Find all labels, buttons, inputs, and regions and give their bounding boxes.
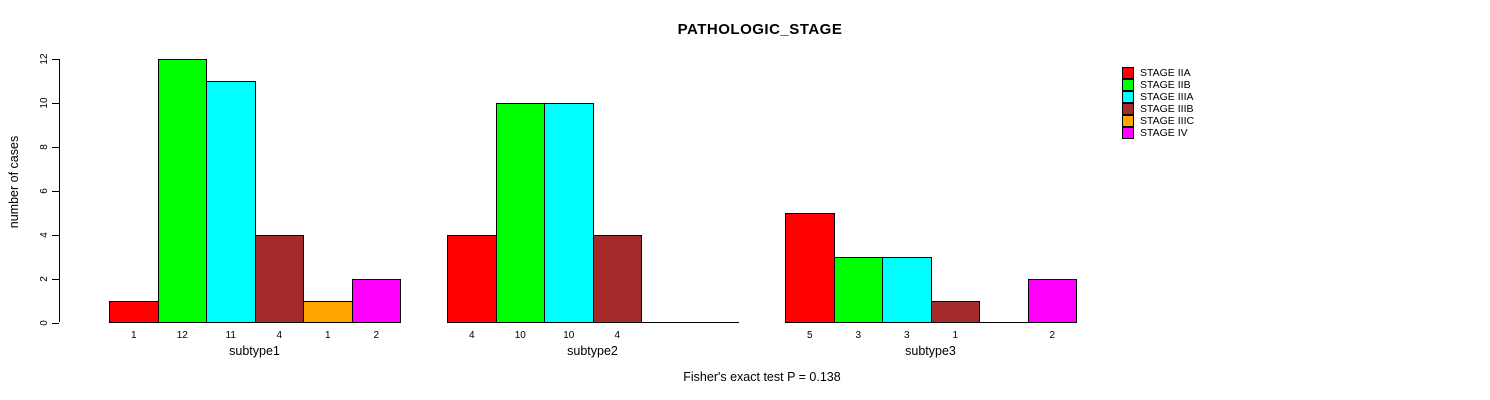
y-tick-label: 2 [38, 275, 50, 282]
bar [254, 234, 304, 323]
y-axis-tick [51, 322, 59, 324]
bar-value-label: 12 [176, 330, 188, 341]
legend-swatch [1122, 90, 1134, 103]
legend-label: STAGE IIIC [1140, 115, 1195, 128]
legend-label: STAGE IIA [1140, 66, 1191, 79]
bar-value-label: 3 [903, 330, 910, 341]
y-axis-tick [51, 147, 59, 149]
bar-value-label: 4 [614, 330, 621, 341]
x-axis-category-label: subtype1 [229, 344, 280, 358]
bar [833, 256, 883, 323]
y-tick-label: 0 [38, 319, 50, 326]
bar-value-label: 10 [514, 330, 526, 341]
legend-swatch [1122, 127, 1134, 140]
y-axis-tick [51, 59, 59, 61]
legend-swatch [1122, 66, 1134, 79]
legend-swatch [1122, 103, 1134, 115]
bar [1027, 278, 1077, 323]
y-axis-tick [51, 190, 59, 192]
bar-value-label: 10 [563, 330, 575, 341]
y-tick-label: 8 [38, 144, 50, 150]
bar [157, 59, 207, 323]
bar [785, 212, 835, 323]
y-axis-tick [51, 103, 59, 105]
bar [351, 278, 401, 323]
legend-label: STAGE IIB [1140, 78, 1191, 91]
bar-value-label: 2 [1049, 330, 1056, 341]
x-axis-category-label: subtype2 [567, 344, 618, 358]
bar-value-label: 1 [952, 330, 959, 341]
bar-value-label: 11 [225, 330, 236, 341]
bar [544, 103, 594, 323]
x-axis-category-label: subtype3 [905, 344, 956, 358]
y-tick-label: 12 [38, 53, 50, 66]
bar [882, 256, 932, 323]
bar-value-label: 1 [130, 330, 137, 341]
annotation-caption: Fisher's exact test P = 0.138 [683, 370, 841, 384]
y-axis-tick [51, 234, 59, 236]
legend-label: STAGE IIIA [1140, 90, 1194, 103]
bar [303, 300, 353, 323]
bar-value-label: 1 [324, 330, 331, 341]
legend-swatch [1122, 115, 1134, 128]
y-tick-label: 4 [38, 232, 50, 238]
bar-value-label: 3 [855, 330, 862, 341]
bar [206, 81, 256, 323]
y-axis-line [58, 59, 60, 323]
bar-value-label: 4 [276, 330, 283, 341]
bar [930, 300, 980, 323]
bar-value-label: 4 [468, 330, 475, 341]
y-tick-label: 6 [38, 188, 50, 194]
bar [447, 234, 497, 323]
legend-label: STAGE IIIB [1140, 103, 1194, 115]
bar-value-label: 5 [806, 330, 813, 341]
bar [109, 300, 159, 323]
y-tick-label: 10 [38, 97, 50, 109]
chart-title: PATHOLOGIC_STAGE [677, 21, 843, 38]
bar [592, 234, 642, 323]
bar-value-label: 2 [373, 330, 380, 341]
bar [495, 103, 545, 323]
y-axis-label: number of cases [7, 135, 21, 229]
y-axis-tick [51, 278, 59, 280]
legend-swatch [1122, 78, 1134, 91]
legend-label: STAGE IV [1140, 127, 1188, 140]
